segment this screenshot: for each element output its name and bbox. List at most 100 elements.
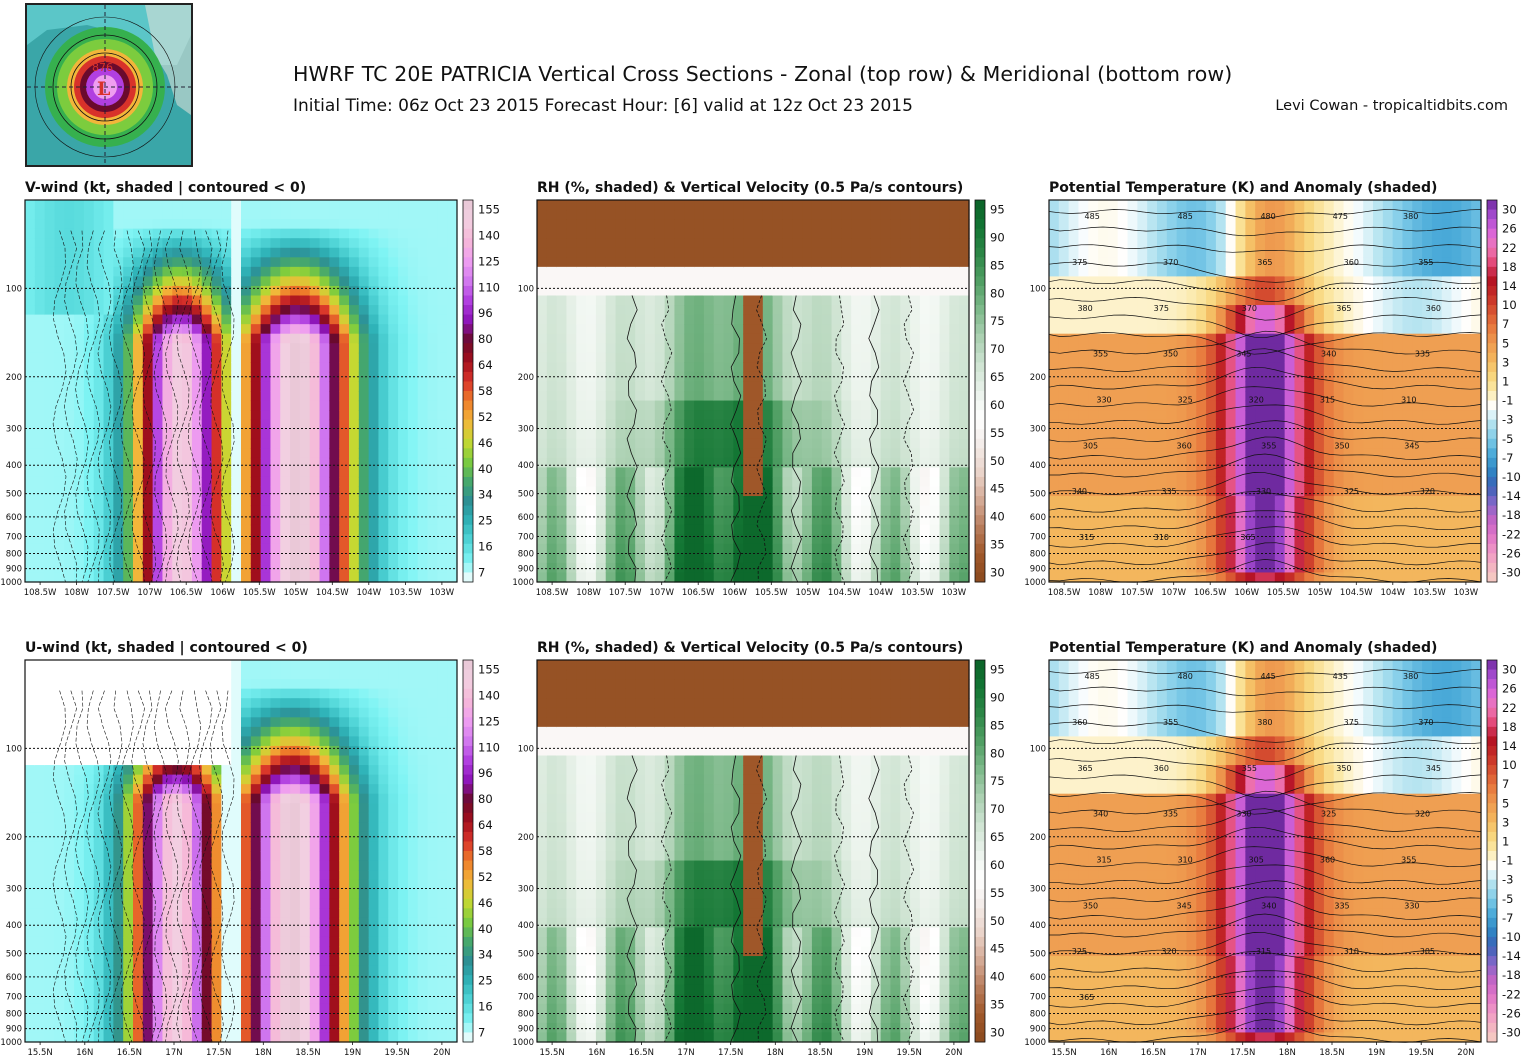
negative-wind-contour [52,690,67,1043]
x-tick-label: 103W [942,588,967,598]
contour-label: 370 [1242,304,1257,313]
x-tick-label: 18N [1279,1048,1296,1058]
x-tick-label: 19.5N [897,1048,922,1058]
negative-wind-contour [142,230,157,583]
colorbar-swatch [463,898,473,909]
x-tick-label: 19N [856,1048,873,1058]
colorbar-swatch [463,803,473,814]
x-tick-label: 108.5W [24,588,57,598]
vertical-velocity-contour [833,755,845,1043]
y-tick-label: 200 [518,833,534,843]
colorbar-label: 55 [990,426,1005,440]
colorbar-swatch [975,295,985,306]
contour-label: 320 [1415,810,1430,819]
colorbar-label: 90 [990,691,1005,705]
contour-label: 360 [1072,718,1087,727]
colorbar-swatch [975,400,985,411]
contour-label: 475 [1333,212,1348,221]
isentrope-line [1048,864,1482,885]
colorbar-swatch [463,917,473,928]
colorbar-swatch [975,562,985,573]
contour-label: 325 [1177,396,1192,405]
colorbar-label: -26 [1502,1006,1521,1020]
colorbar-label: 30 [1502,203,1517,217]
colorbar-swatch [975,717,985,728]
y-tick-label: 300 [518,425,534,435]
colorbar-swatch [463,965,473,976]
negative-wind-contour [153,690,168,1043]
colorbar-swatch [975,467,985,478]
colorbar: 30 26 22 18 14 10 7 5 3 1 -1 -3 -5 -7 -10 -14 -18 -22 -26 -… [1486,659,1521,1043]
isentrope-line [1048,366,1482,390]
colorbar-swatch [975,736,985,747]
y-tick-label: 400 [518,461,534,471]
colorbar-label: 35 [990,998,1005,1012]
colorbar-label: 52 [478,870,493,884]
colorbar-swatch [463,879,473,890]
colorbar-label: 5 [1502,796,1509,810]
colorbar-label: 46 [478,896,493,910]
colorbar-swatch [463,285,473,296]
plot-frame [536,659,970,1043]
colorbar-swatch [463,371,473,382]
colorbar-label: -18 [1502,968,1521,982]
colorbar-swatch [975,965,985,976]
x-tick-label: 16.5N [117,1048,142,1058]
colorbar-swatch [1487,324,1497,335]
pressure-level-lines: 100 200 300 400 500 600 700 800 900 1000 [0,744,457,1048]
colorbar-label: 30 [1502,663,1517,677]
colorbar-swatch [463,851,473,862]
colorbar-swatch [975,812,985,823]
contour-label: 350 [1336,764,1351,773]
y-tick-label: 500 [518,490,534,500]
negative-wind-contour [142,690,157,1043]
vertical-velocity-contour [902,755,915,1043]
colorbar-swatch [463,688,473,699]
colorbar-label: 155 [478,203,500,217]
contour-label: 365 [1240,533,1255,542]
chart-v-wind-zonal: 100 200 300 400 500 600 700 800 900 1000 108.5W 108… [0,198,512,608]
colorbar: 95 90 85 80 75 70 65 60 55 50 45 40 35 30 [974,199,1005,583]
negative-wind-contour [52,230,67,583]
isentrope-line [1048,792,1482,815]
contour-label: 320 [1161,947,1176,956]
colorbar-label: 18 [1502,260,1517,274]
colorbar-label: -7 [1502,911,1513,925]
colorbar-swatch [975,908,985,919]
y-tick-label: 800 [1030,550,1046,560]
contour-label: 325 [1321,810,1336,819]
colorbar-label: 65 [990,830,1005,844]
colorbar-swatch [1487,247,1497,258]
isentrope-line [1048,757,1482,781]
colorbar-swatch [1487,994,1497,1005]
y-tick-label: 100 [6,284,22,294]
colorbar-swatch [975,534,985,545]
colorbar-swatch [1487,419,1497,430]
colorbar-swatch [1487,295,1497,306]
x-tick-label: 15.5N [27,1048,52,1058]
chart-u-wind-meridional: 100 200 300 400 500 600 700 800 900 1000 15.5N 16N 1… [0,658,512,1058]
colorbar-swatch [1487,860,1497,871]
colorbar-label: -10 [1502,470,1521,484]
colorbar: 155 140 125 110 96 80 64 58 52 46 40 34 25 16 7 [462,659,500,1043]
isentrope-line [1048,261,1482,283]
colorbar-swatch [463,1032,473,1043]
colorbar-swatch [975,946,985,957]
colorbar-swatch [1487,486,1497,497]
colorbar-swatch [1487,669,1497,680]
colorbar-swatch [975,209,985,220]
colorbar-label: 60 [990,398,1005,412]
y-tick-label: 900 [518,565,534,575]
colorbar-label: 26 [1502,682,1517,696]
colorbar-frame [1486,659,1498,1043]
colorbar-swatch [463,841,473,852]
x-tick-label: 17.5N [1230,1048,1255,1058]
panel-title-rh-meridional: RH (%, shaded) & Vertical Velocity (0.5 … [537,640,964,656]
x-tick-label: 17N [677,1048,694,1058]
x-tick-label: 19N [344,1048,361,1058]
x-tick-label: 16.5N [1141,1048,1166,1058]
negative-wind-contour [120,230,134,583]
colorbar-swatch [975,831,985,842]
colorbar-label: 125 [478,254,500,268]
isentrope-line [1049,453,1482,478]
